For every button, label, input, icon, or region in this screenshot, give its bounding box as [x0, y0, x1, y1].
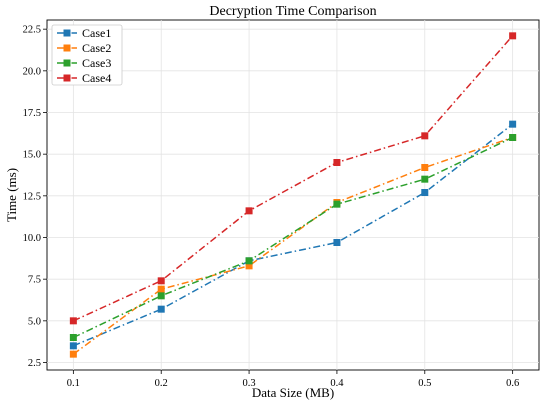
legend-marker: [63, 59, 71, 67]
series-lines: [69, 32, 517, 358]
x-tick-label: 0.2: [155, 378, 168, 389]
data-point: [333, 159, 341, 166]
series-line: [73, 123, 514, 347]
legend-label: Case1: [82, 26, 111, 40]
x-tick-label: 0.5: [418, 378, 431, 389]
data-point: [245, 207, 253, 215]
series-line: [73, 35, 514, 322]
y-tick-label: 12.5: [23, 191, 41, 202]
y-tick-label: 10.0: [23, 233, 41, 244]
y-tick-label: 17.5: [23, 108, 41, 119]
data-point: [509, 120, 517, 128]
y-tick-label: 2.5: [28, 358, 41, 369]
chart-title: Decryption Time Comparison: [209, 4, 376, 19]
y-tick-label: 5.0: [28, 316, 41, 327]
legend-item: Case4: [57, 71, 111, 85]
legend-item: Case2: [57, 41, 111, 55]
data-point: [69, 350, 77, 358]
data-point: [421, 164, 429, 171]
x-tick-label: 0.1: [67, 378, 80, 389]
legend-label: Case2: [82, 41, 111, 55]
legend-box: [51, 24, 123, 86]
legend-marker: [63, 44, 71, 52]
legend-item: Case1: [57, 26, 111, 40]
series-line: [72, 136, 513, 355]
x-tick-label: 0.6: [506, 378, 519, 389]
series-case3: [69, 134, 517, 341]
data-point: [333, 200, 341, 208]
data-point: [421, 189, 429, 196]
y-axis-label: Time (ms): [4, 168, 19, 222]
legend-marker: [63, 74, 71, 82]
data-point: [69, 334, 77, 341]
data-point: [69, 317, 77, 325]
y-tick-label: 22.5: [23, 25, 41, 36]
data-point: [157, 292, 165, 300]
data-point: [157, 285, 165, 293]
data-point: [421, 175, 429, 183]
data-point: [245, 262, 253, 270]
data-point: [157, 277, 165, 285]
data-point: [69, 342, 77, 350]
legend-item: Case3: [57, 56, 111, 70]
y-tick-label: 20.0: [23, 66, 41, 77]
y-tick-label: 15.0: [23, 150, 41, 161]
data-point: [509, 134, 517, 141]
legend-marker: [63, 29, 71, 37]
data-point: [245, 257, 253, 265]
x-axis-ticks: 0.1 0.2 0.3 0.4 0.5 0.6: [67, 370, 519, 389]
data-point: [421, 132, 429, 140]
legend-label: Case4: [82, 71, 111, 85]
y-tick-label: 7.5: [28, 275, 41, 286]
data-point: [157, 305, 165, 313]
data-point: [509, 32, 517, 40]
y-axis-ticks: 2.5 5.0 7.5 10.0 12.5 15.0 17.5 20.0 22.5: [23, 25, 47, 369]
x-tick-label: 0.4: [330, 378, 344, 389]
legend-label: Case3: [82, 56, 111, 70]
grid-lines: [47, 20, 539, 370]
data-point: [333, 239, 341, 246]
x-axis-label: Data Size (MB): [252, 385, 334, 400]
series-case4: [69, 32, 517, 325]
x-tick-label: 0.3: [243, 378, 256, 389]
